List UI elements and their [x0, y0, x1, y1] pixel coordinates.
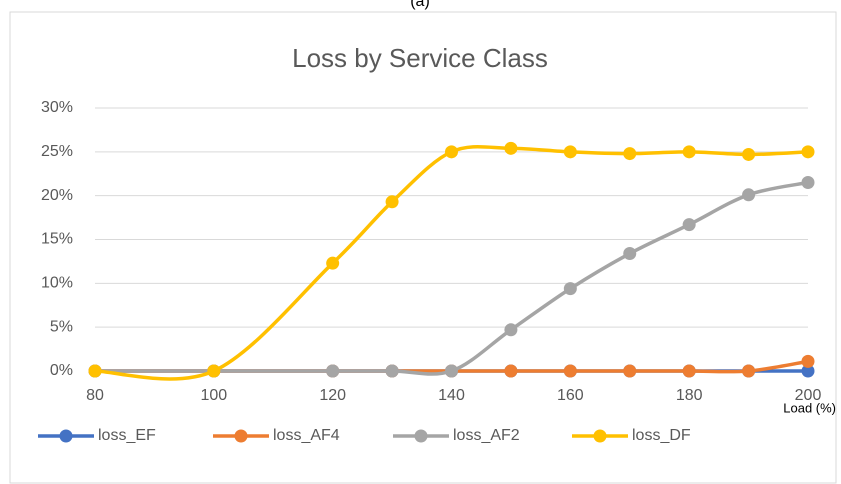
point [385, 195, 399, 209]
point [801, 364, 815, 378]
x-tick-label: 120 [319, 387, 346, 404]
point [504, 323, 518, 337]
x-tick-label: 80 [86, 387, 104, 404]
legend-marker [593, 429, 607, 443]
legend-marker [234, 429, 248, 443]
x-tick-label: 160 [557, 387, 584, 404]
legend-label: loss_EF [98, 427, 156, 444]
point [801, 176, 815, 190]
point [326, 364, 340, 378]
point [801, 354, 815, 368]
point [682, 145, 696, 159]
point [326, 256, 340, 270]
chart-frame [9, 11, 837, 484]
legend-marker [59, 429, 73, 443]
point [504, 141, 518, 155]
point [623, 247, 637, 261]
y-tick-label: 20% [41, 187, 73, 204]
point [445, 145, 458, 159]
y-tick-label: 15% [41, 231, 73, 248]
point [563, 282, 577, 296]
point [88, 364, 102, 378]
x-tick-label: 100 [200, 387, 227, 404]
point [504, 364, 518, 378]
y-tick-label: 10% [41, 275, 73, 292]
point [742, 147, 756, 161]
legend-label: loss_AF4 [273, 427, 340, 444]
point [682, 364, 696, 378]
point [742, 188, 756, 202]
point [801, 145, 815, 159]
x-axis-label: Load (%) [783, 400, 836, 415]
legend-label: loss_AF2 [453, 427, 520, 444]
point [445, 364, 458, 378]
y-tick-label: 25% [41, 143, 73, 160]
point [623, 364, 637, 378]
annotation: (a) [410, 0, 430, 10]
chart-title: Loss by Service Class [292, 43, 548, 73]
point [563, 145, 577, 159]
point [682, 218, 696, 232]
y-tick-label: 30% [41, 99, 73, 116]
point [742, 364, 756, 378]
x-tick-label: 180 [676, 387, 703, 404]
point [207, 364, 221, 378]
x-tick-label: 140 [438, 387, 465, 404]
x-tick-label: 200 [795, 387, 822, 404]
point [623, 147, 637, 161]
legend-marker [414, 429, 428, 443]
point [563, 364, 577, 378]
point [385, 364, 399, 378]
legend-label: loss_DF [632, 427, 691, 444]
y-tick-label: 0% [50, 362, 73, 379]
y-tick-label: 5% [50, 318, 73, 335]
